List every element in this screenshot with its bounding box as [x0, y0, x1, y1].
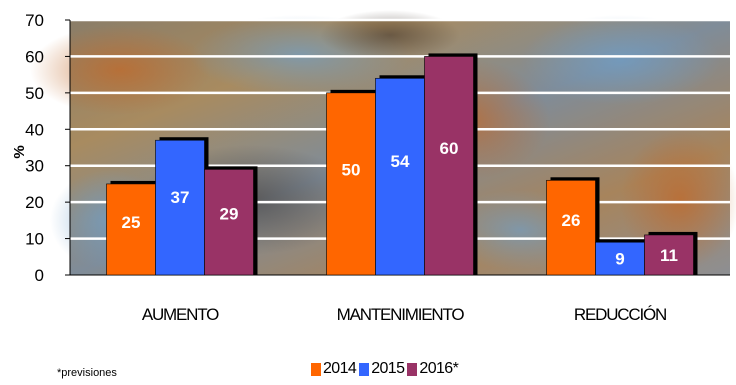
y-tick-label-50: 50 [25, 84, 44, 103]
y-axis-label: % [11, 145, 28, 158]
legend-item-2016: 2016* [407, 360, 459, 378]
data-label-reducción-2016: 11 [660, 246, 678, 265]
legend-swatch-2016 [407, 362, 418, 376]
data-labels: 25 37 29 50 54 60 26 9 11 [122, 139, 678, 268]
bar-reducción-2014 [546, 179, 596, 276]
y-tick-label-60: 60 [25, 47, 44, 66]
bar-mantenimiento-2016 [424, 56, 474, 276]
data-label-aumento-2014: 25 [122, 213, 141, 232]
category-label-aumento: AUMENTO [142, 305, 219, 324]
bar-aumento-2014 [106, 183, 156, 276]
bar-mantenimiento-2015 [375, 77, 425, 276]
y-tick-label-20: 20 [25, 193, 44, 212]
legend-item-2015: 2015 [359, 360, 405, 378]
data-label-aumento-2016: 29 [220, 205, 239, 224]
y-tick-label-40: 40 [25, 120, 44, 139]
data-label-mantenimiento-2014: 50 [342, 160, 361, 179]
y-tick-label-30: 30 [25, 157, 44, 176]
footnote: *previsiones [57, 367, 117, 379]
bar-aumento-2015 [155, 139, 205, 276]
data-label-reducción-2014: 26 [562, 211, 581, 230]
legend-label-2016: 2016* [419, 360, 459, 377]
bar-aumento-2016 [204, 169, 254, 276]
y-tick-label-70: 70 [25, 11, 44, 30]
category-label-mantenimiento: MANTENIMIENTO [337, 305, 465, 324]
bar-reducción-2015 [595, 241, 645, 276]
y-tick-label-0: 0 [35, 266, 44, 285]
bar-reducción-2016 [644, 234, 694, 276]
legend-label-2014: 2014 [323, 360, 357, 377]
data-label-mantenimiento-2016: 60 [440, 139, 459, 158]
y-tick-label-10: 10 [25, 230, 44, 249]
bar-marks [106, 53, 698, 276]
legend-label-2015: 2015 [371, 360, 405, 377]
y-tick-labels: 0 10 20 30 40 50 60 70 [25, 11, 44, 285]
data-label-reducción-2015: 9 [615, 250, 624, 269]
category-label-reducción: REDUCCIÓN [574, 305, 666, 324]
legend-item-2014: 2014 [311, 360, 357, 378]
data-label-mantenimiento-2015: 54 [391, 152, 410, 171]
legend: 2014 2015 2016* [311, 360, 461, 378]
bar-mantenimiento-2014 [326, 92, 376, 276]
x-category-labels: AUMENTO MANTENIMIENTO REDUCCIÓN [142, 305, 667, 324]
legend-swatch-2015 [359, 362, 370, 376]
legend-swatch-2014 [311, 362, 321, 376]
data-label-aumento-2015: 37 [171, 188, 190, 207]
